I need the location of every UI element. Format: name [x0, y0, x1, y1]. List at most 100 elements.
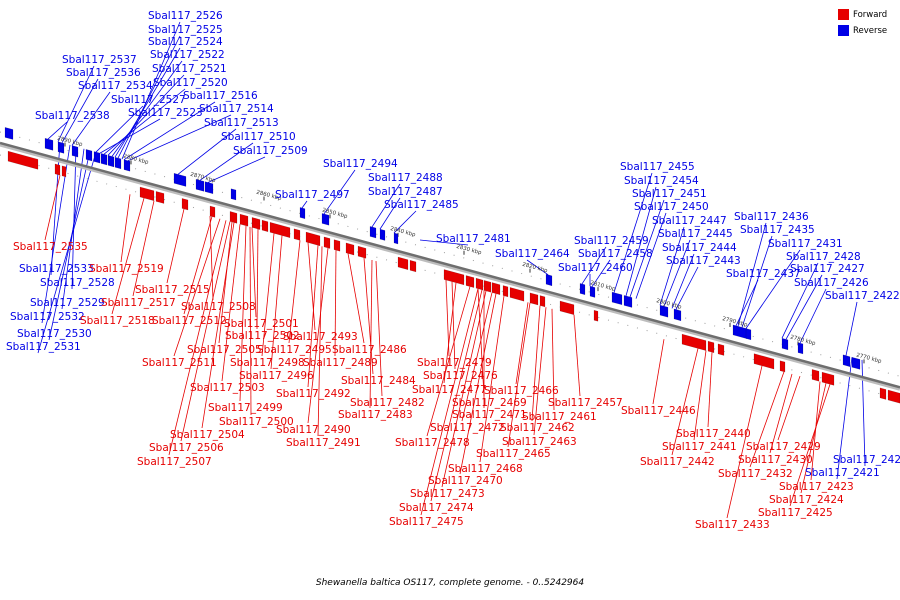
- gene-label: Sbal117_2431: [768, 238, 843, 250]
- gene-label: Sbal117_2436: [734, 211, 809, 223]
- gene-label: Sbal117_2516: [183, 90, 258, 102]
- gene-label: Sbal117_2479: [417, 357, 492, 369]
- leader-line: [663, 239, 691, 307]
- gene-label: Sbal117_2517: [101, 297, 176, 309]
- forward-gene: [333, 239, 341, 252]
- leader-line: [323, 169, 356, 215]
- forward-gene: [397, 256, 409, 271]
- gene-label: Sbal117_2468: [448, 463, 523, 475]
- gene-label: Sbal117_2525: [148, 24, 223, 36]
- gene-label-text: Sbal117_2482: [350, 397, 425, 409]
- gene-label-text: Sbal117_2522: [150, 49, 225, 61]
- gene-label-text: Sbal117_2491: [286, 437, 361, 449]
- forward-gene: [357, 245, 367, 259]
- leader-lines: [37, 21, 866, 519]
- leader-line: [371, 183, 401, 228]
- forward-gene: [61, 165, 67, 178]
- forward-gene: [229, 211, 238, 224]
- leader-line: [199, 142, 254, 181]
- gene-label: Sbal117_2440: [676, 428, 751, 440]
- gene-label-text: Sbal117_2517: [101, 297, 176, 309]
- gene-label: Sbal117_2423: [779, 481, 854, 493]
- gene-label: Sbal117_2476: [423, 370, 498, 382]
- gene-label-text: Sbal117_2513: [204, 117, 279, 129]
- forward-gene: [54, 163, 61, 176]
- gene-label-text: Sbal117_2511: [142, 357, 217, 369]
- gene-label: Sbal117_2508: [181, 301, 256, 313]
- gene-label-text: Sbal117_2507: [137, 456, 212, 468]
- gene-label: Sbal117_2473: [410, 488, 485, 500]
- forward-gene: [539, 295, 546, 308]
- leader-line: [625, 186, 657, 297]
- gene-label-text: Sbal117_2512: [152, 315, 227, 327]
- gene-label: Sbal117_2500: [219, 416, 294, 428]
- reverse-gene: [114, 156, 122, 170]
- gene-label: Sbal117_2481: [436, 233, 511, 245]
- leader-line: [369, 259, 373, 409]
- gene-label-text: Sbal117_2498: [230, 357, 305, 369]
- gene-label-text: Sbal117_2483: [338, 409, 413, 421]
- legend-forward: Forward: [838, 9, 887, 25]
- forward-gene: [181, 198, 189, 211]
- gene-label-text: Sbal117_2521: [152, 63, 227, 75]
- gene-label: Sbal117_2520: [153, 77, 228, 89]
- gene-label: Sbal117_2441: [662, 441, 737, 453]
- forward-gene: [559, 300, 575, 316]
- gene-label: Sbal117_2497: [275, 189, 350, 201]
- gene-label-text: Sbal117_2499: [208, 402, 283, 414]
- gene-label-text: Sbal117_2487: [368, 186, 443, 198]
- gene-label-text: Sbal117_2508: [181, 301, 256, 313]
- gene-label: Sbal117_2469: [452, 397, 527, 409]
- leader-line: [629, 199, 665, 298]
- reverse-gene: [623, 295, 633, 308]
- reverse-gene: [842, 354, 851, 368]
- gene-label-text: Sbal117_2436: [734, 211, 809, 223]
- gene-label: Sbal117_2514: [199, 103, 274, 115]
- gene-label: Sbal117_2519: [89, 263, 164, 275]
- gene-label-text: Sbal117_2523: [128, 107, 203, 119]
- leader-line: [251, 227, 257, 318]
- leader-line: [107, 74, 185, 156]
- gene-label: Sbal117_2496: [239, 370, 314, 382]
- forward-gene: [323, 236, 331, 249]
- leader-line: [57, 65, 95, 142]
- leader-line: [735, 279, 759, 326]
- gene-label-text: Sbal117_2468: [448, 463, 523, 475]
- reverse-gene: [545, 273, 553, 287]
- reverse-gene: [732, 324, 748, 340]
- leader-line: [515, 302, 529, 385]
- leader-line: [375, 261, 383, 397]
- gene-label-text: Sbal117_2422: [825, 290, 900, 302]
- leader-line: [111, 60, 183, 157]
- caption: Shewanella baltica OS117, complete genom…: [315, 578, 585, 588]
- gene-label-text: Sbal117_2433: [695, 519, 770, 531]
- gene-label-text: Sbal117_2484: [341, 375, 416, 387]
- leader-line: [426, 286, 471, 437]
- gene-label: Sbal117_2509: [233, 145, 308, 157]
- gene-label-text: Sbal117_2528: [40, 277, 115, 289]
- gene-label-text: Sbal117_2527: [111, 94, 186, 106]
- gene-label-text: Sbal117_2441: [662, 441, 737, 453]
- gene-label: Sbal117_2492: [276, 388, 351, 400]
- gene-label: Sbal117_2447: [652, 215, 727, 227]
- leader-line: [693, 350, 707, 441]
- gene-label-text: Sbal117_2471: [452, 409, 527, 421]
- leader-line: [123, 101, 216, 160]
- gene-label-text: Sbal117_2529: [30, 297, 105, 309]
- forward-gene: [7, 150, 39, 170]
- gene-label: Sbal117_2471: [452, 409, 527, 421]
- gene-features: [4, 127, 900, 404]
- leader-line: [120, 194, 131, 263]
- gene-label-text: Sbal117_2488: [368, 172, 443, 184]
- scale-tick-label: 2800 kbp: [655, 298, 682, 311]
- leader-line: [745, 249, 801, 329]
- gene-label-text: Sbal117_2425: [758, 507, 833, 519]
- gene-label: Sbal117_2503: [190, 382, 265, 394]
- gene-label: Sbal117_2502: [225, 330, 300, 342]
- gene-label: Sbal117_2486: [332, 344, 407, 356]
- leader-line: [591, 259, 611, 287]
- gene-label: Sbal117_2433: [695, 519, 770, 531]
- gene-label: Sbal117_2443: [666, 255, 741, 267]
- forward-gene: [305, 231, 321, 247]
- leader-line: [111, 197, 145, 315]
